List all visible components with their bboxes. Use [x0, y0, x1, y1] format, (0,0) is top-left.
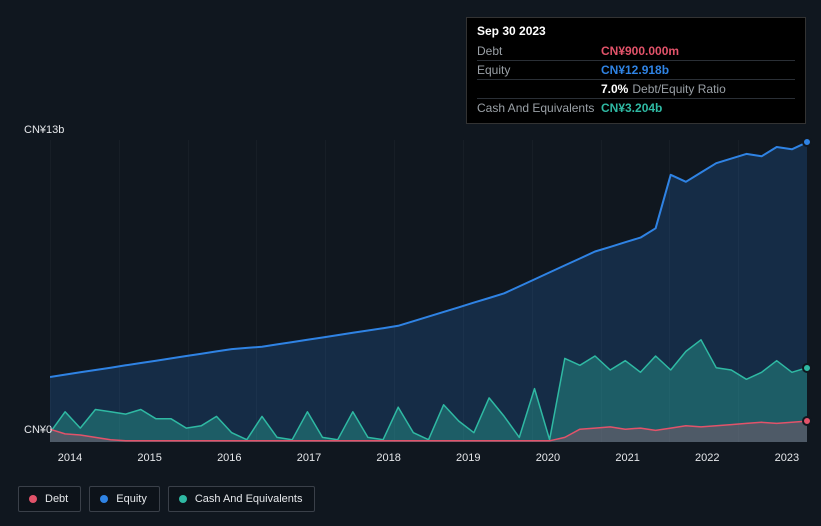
tooltip: Sep 30 2023 DebtCN¥900.000mEquityCN¥12.9… — [466, 17, 806, 124]
x-tick-label: 2014 — [50, 452, 90, 468]
legend-swatch — [179, 495, 187, 503]
tooltip-row-value: CN¥12.918b — [601, 63, 669, 77]
chart-container: CN¥13b CN¥0 2014 2015 2016 2017 2018 2019 2020… — [0, 0, 821, 526]
legend-item-equity[interactable]: Equity — [89, 486, 160, 512]
tooltip-row-value: CN¥900.000m — [601, 44, 679, 58]
legend-label: Cash And Equivalents — [195, 493, 303, 505]
series-end-marker — [802, 137, 812, 147]
series-end-marker — [802, 416, 812, 426]
tooltip-row: Cash And EquivalentsCN¥3.204b — [477, 98, 795, 117]
x-tick-label: 2017 — [289, 452, 329, 468]
x-tick-label: 2016 — [209, 452, 249, 468]
tooltip-row-label: Debt — [477, 44, 601, 58]
x-tick-label: 2020 — [528, 452, 568, 468]
series-end-marker — [802, 363, 812, 373]
tooltip-row-label: Equity — [477, 63, 601, 77]
legend-item-cash-and-equivalents[interactable]: Cash And Equivalents — [168, 486, 316, 512]
tooltip-row: 7.0%Debt/Equity Ratio — [477, 79, 795, 98]
legend-swatch — [100, 495, 108, 503]
x-tick-label: 2021 — [608, 452, 648, 468]
y-axis-top-label: CN¥13b — [24, 124, 64, 136]
tooltip-row-value: CN¥3.204b — [601, 101, 662, 115]
tooltip-row: DebtCN¥900.000m — [477, 42, 795, 60]
y-axis-bottom-label: CN¥0 — [24, 424, 52, 436]
x-tick-label: 2023 — [767, 452, 807, 468]
x-tick-label: 2019 — [448, 452, 488, 468]
x-tick-label: 2022 — [687, 452, 727, 468]
x-axis-labels: 2014 2015 2016 2017 2018 2019 2020 2021 2022 2023 — [50, 452, 807, 468]
legend-swatch — [29, 495, 37, 503]
x-tick-label: 2018 — [369, 452, 409, 468]
legend: Debt Equity Cash And Equivalents — [18, 486, 315, 512]
x-tick-label: 2015 — [130, 452, 170, 468]
tooltip-row-label — [477, 82, 601, 96]
legend-item-debt[interactable]: Debt — [18, 486, 81, 512]
tooltip-row: EquityCN¥12.918b — [477, 60, 795, 79]
legend-label: Debt — [45, 493, 68, 505]
area-chart — [50, 140, 807, 442]
tooltip-row-label: Cash And Equivalents — [477, 101, 601, 115]
tooltip-row-value: 7.0%Debt/Equity Ratio — [601, 82, 726, 96]
tooltip-date: Sep 30 2023 — [477, 24, 795, 38]
legend-label: Equity — [116, 493, 147, 505]
